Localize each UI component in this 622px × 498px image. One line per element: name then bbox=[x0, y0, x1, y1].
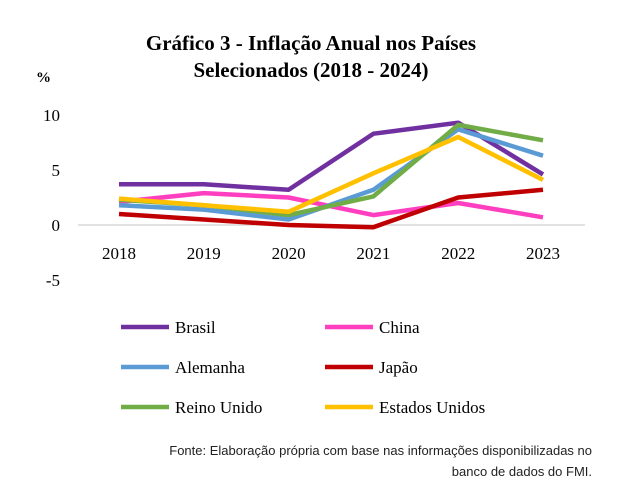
series-line-estados-unidos bbox=[118, 134, 545, 215]
x-tick-label: 2021 bbox=[356, 244, 390, 263]
chart-title-line-1: Gráfico 3 - Inflação Anual nos Países bbox=[145, 31, 477, 55]
series-line-japão bbox=[118, 187, 544, 230]
y-tick-label: 5 bbox=[52, 161, 61, 180]
y-tick-label: -5 bbox=[46, 271, 60, 290]
legend-label: Alemanha bbox=[175, 358, 245, 377]
source-line-2: banco de dados do FMI. bbox=[451, 464, 592, 479]
x-tick-label: 2019 bbox=[187, 244, 221, 263]
chart-title-line-2: Selecionados (2018 - 2024) bbox=[193, 58, 429, 82]
line-chart: 10 5 0 -5 2018 2019 2020 2021 2022 2023 Brasil Chin… bbox=[43, 106, 585, 417]
legend-label: Japão bbox=[379, 358, 418, 377]
legend-label: Brasil bbox=[175, 318, 216, 337]
x-tick-label: 2023 bbox=[526, 244, 560, 263]
x-tick-label: 2018 bbox=[102, 244, 136, 263]
legend-label: China bbox=[379, 318, 420, 337]
x-tick-label: 2022 bbox=[441, 244, 475, 263]
source-line-1: Fonte: Elaboração própria com base nas i… bbox=[169, 443, 592, 458]
legend-label: Estados Unidos bbox=[379, 398, 485, 417]
legend-label: Reino Unido bbox=[175, 398, 262, 417]
y-tick-label: 0 bbox=[52, 216, 61, 235]
chart-title: Gráfico 3 - Inflação Anual nos Países Se… bbox=[0, 30, 622, 84]
y-axis-unit: % bbox=[36, 70, 51, 86]
x-tick-label: 2020 bbox=[272, 244, 306, 263]
y-tick-label: 10 bbox=[43, 106, 60, 125]
series-line-brasil bbox=[119, 120, 545, 193]
source-note: Fonte: Elaboração própria com base nas i… bbox=[32, 440, 592, 482]
